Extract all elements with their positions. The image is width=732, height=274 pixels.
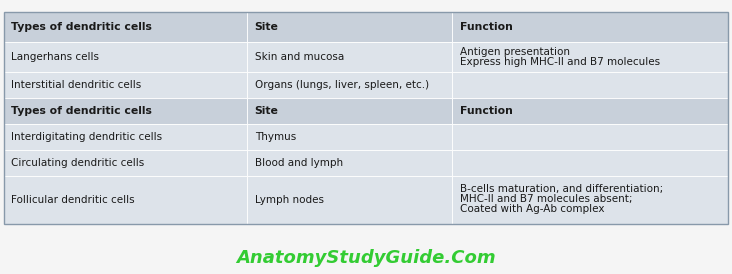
Text: B-cells maturation, and differentiation;: B-cells maturation, and differentiation;: [460, 184, 663, 194]
Text: Function: Function: [460, 22, 512, 32]
Bar: [4, 72, 247, 98]
Text: Circulating dendritic cells: Circulating dendritic cells: [11, 158, 144, 168]
Bar: [247, 176, 452, 224]
Bar: [452, 12, 728, 42]
Bar: [452, 42, 728, 72]
Text: Function: Function: [460, 105, 512, 116]
Bar: [452, 72, 728, 98]
Text: Interdigitating dendritic cells: Interdigitating dendritic cells: [11, 132, 162, 142]
Bar: [452, 176, 728, 224]
Text: Thymus: Thymus: [255, 132, 296, 142]
Text: Site: Site: [255, 105, 279, 116]
Text: Coated with Ag-Ab complex: Coated with Ag-Ab complex: [460, 204, 604, 214]
Text: Organs (lungs, liver, spleen, etc.): Organs (lungs, liver, spleen, etc.): [255, 79, 429, 90]
Bar: [4, 12, 728, 224]
Text: Langerhans cells: Langerhans cells: [11, 52, 99, 62]
Text: Site: Site: [255, 22, 279, 32]
Bar: [247, 124, 452, 150]
Bar: [452, 150, 728, 176]
Bar: [4, 124, 247, 150]
Text: Skin and mucosa: Skin and mucosa: [255, 52, 344, 62]
Text: MHC-II and B7 molecules absent;: MHC-II and B7 molecules absent;: [460, 194, 632, 204]
Bar: [247, 98, 452, 124]
Bar: [4, 176, 247, 224]
Bar: [4, 42, 247, 72]
Text: AnatomyStudyGuide.Com: AnatomyStudyGuide.Com: [236, 249, 496, 267]
Bar: [4, 12, 247, 42]
Bar: [452, 98, 728, 124]
Text: Types of dendritic cells: Types of dendritic cells: [11, 105, 152, 116]
Bar: [4, 98, 247, 124]
Text: Follicular dendritic cells: Follicular dendritic cells: [11, 195, 135, 205]
Bar: [247, 12, 452, 42]
Bar: [247, 42, 452, 72]
Text: Antigen presentation: Antigen presentation: [460, 47, 569, 57]
Text: Express high MHC-II and B7 molecules: Express high MHC-II and B7 molecules: [460, 57, 660, 67]
Bar: [452, 124, 728, 150]
Text: Lymph nodes: Lymph nodes: [255, 195, 324, 205]
Bar: [247, 150, 452, 176]
Text: Interstitial dendritic cells: Interstitial dendritic cells: [11, 79, 141, 90]
Bar: [247, 72, 452, 98]
Text: Blood and lymph: Blood and lymph: [255, 158, 343, 168]
Bar: [4, 150, 247, 176]
Text: Types of dendritic cells: Types of dendritic cells: [11, 22, 152, 32]
